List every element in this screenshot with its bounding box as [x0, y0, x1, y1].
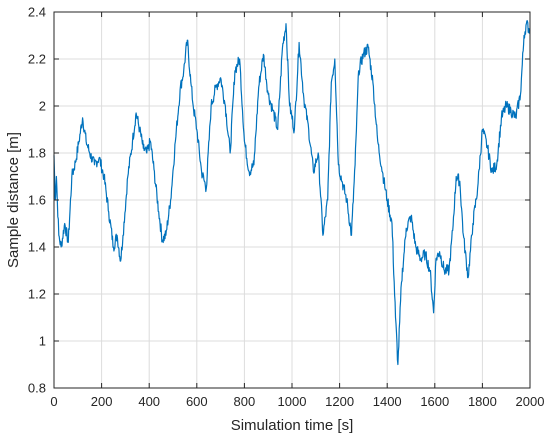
- x-tick-label: 1000: [278, 394, 307, 409]
- x-tick-label: 600: [186, 394, 208, 409]
- x-tick-label: 1600: [420, 394, 449, 409]
- x-tick-label: 400: [138, 394, 160, 409]
- x-tick-label: 0: [50, 394, 57, 409]
- ticks: 0 200 400 600 800 1000 1200 1400 1600 1800 2000 0.8…: [28, 5, 545, 410]
- x-axis-label: Simulation time [s]: [231, 417, 354, 434]
- y-tick-label: 2.4: [28, 5, 46, 20]
- x-tick-label: 2000: [516, 394, 545, 409]
- y-tick-label: 1: [39, 334, 46, 349]
- x-tick-label: 1800: [468, 394, 497, 409]
- y-tick-label: 0.8: [28, 381, 46, 396]
- y-tick-label: 2.2: [28, 52, 46, 67]
- y-tick-label: 1.8: [28, 146, 46, 161]
- y-tick-label: 1.4: [28, 240, 46, 255]
- y-axis-label: Sample distance [m]: [5, 132, 22, 268]
- x-tick-label: 800: [234, 394, 256, 409]
- x-tick-label: 1200: [325, 394, 354, 409]
- y-tick-label: 1.2: [28, 287, 46, 302]
- series-line: [53, 20, 531, 366]
- data-layer: [53, 20, 531, 366]
- x-tick-label: 200: [91, 394, 113, 409]
- y-tick-label: 2: [39, 99, 46, 114]
- x-tick-label: 1400: [373, 394, 402, 409]
- y-tick-label: 1.6: [28, 193, 46, 208]
